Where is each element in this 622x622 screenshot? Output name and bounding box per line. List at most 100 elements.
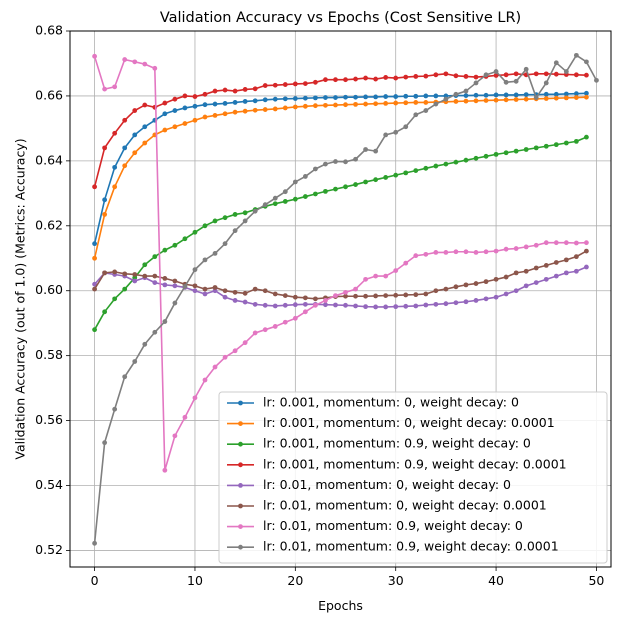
data-point [453, 249, 459, 255]
data-point [112, 84, 118, 90]
data-point [242, 87, 248, 92]
data-point [313, 166, 318, 172]
data-point [393, 129, 399, 135]
data-point [473, 92, 479, 98]
data-point [513, 246, 519, 251]
plot-frame [69, 30, 612, 568]
data-point [393, 94, 399, 99]
data-point [272, 324, 278, 329]
data-point [232, 109, 238, 115]
data-point [142, 61, 148, 67]
data-point [282, 302, 288, 308]
data-point [292, 315, 298, 321]
data-point [242, 340, 248, 346]
data-point [393, 292, 399, 298]
data-point [373, 293, 379, 299]
data-point [363, 293, 368, 299]
data-point [313, 103, 318, 109]
data-point [202, 377, 208, 383]
data-point [443, 250, 449, 255]
data-point [122, 57, 128, 62]
legend-swatch-marker [238, 441, 243, 447]
data-point [172, 433, 178, 439]
data-point [413, 112, 419, 118]
data-point [363, 304, 368, 310]
legend-label: lr: 0.01, momentum: 0, weight decay: 0.0… [263, 498, 547, 513]
data-point [152, 280, 158, 286]
data-point [513, 270, 519, 276]
data-point [323, 188, 328, 194]
data-point [463, 88, 469, 94]
data-point [563, 91, 569, 97]
data-point [584, 94, 589, 100]
data-point [202, 223, 208, 229]
data-point [242, 299, 248, 305]
data-point [393, 172, 399, 178]
legend-item: lr: 0.001, momentum: 0.9, weight decay: … [227, 456, 567, 471]
data-point [92, 540, 97, 546]
data-point [323, 77, 328, 83]
data-point [112, 296, 118, 302]
data-point [202, 102, 208, 108]
data-point [594, 77, 599, 83]
data-point [433, 250, 439, 255]
legend-item: lr: 0.01, momentum: 0.9, weight decay: 0… [227, 539, 559, 554]
data-point [262, 302, 268, 308]
data-point [212, 364, 218, 370]
data-point [162, 282, 168, 288]
data-point [393, 75, 399, 81]
data-point [272, 291, 278, 297]
data-point [142, 273, 148, 279]
data-point [493, 248, 499, 254]
data-point [292, 196, 298, 202]
data-point [403, 260, 409, 266]
data-point [373, 148, 379, 154]
x-tick-label: 10 [187, 573, 203, 588]
data-point [292, 179, 298, 185]
data-point [453, 99, 459, 104]
data-point [212, 218, 218, 224]
data-point [92, 53, 97, 59]
data-point [192, 229, 198, 235]
data-point [192, 267, 198, 273]
data-point [192, 395, 198, 401]
legend: lr: 0.001, momentum: 0, weight decay: 0 l… [218, 391, 608, 564]
data-point [353, 101, 358, 107]
data-point [373, 304, 379, 310]
data-point [353, 293, 358, 299]
data-point [272, 96, 278, 102]
data-point [333, 159, 338, 164]
data-point [373, 94, 379, 100]
data-point [142, 140, 148, 146]
data-point [513, 288, 519, 294]
data-point [513, 71, 519, 77]
data-point [353, 156, 358, 162]
data-point [343, 94, 348, 100]
data-point [102, 197, 108, 203]
data-point [232, 88, 238, 94]
data-point [282, 319, 288, 325]
data-point [172, 242, 178, 248]
data-point [122, 374, 128, 380]
data-point [112, 184, 118, 190]
data-point [383, 273, 389, 279]
data-point [403, 303, 409, 309]
data-point [192, 288, 198, 294]
data-point [262, 288, 268, 294]
data-point [102, 309, 108, 315]
data-point [182, 414, 188, 420]
legend-swatch-marker [238, 503, 243, 509]
legend-label: lr: 0.001, momentum: 0.9, weight decay: … [263, 456, 567, 471]
data-point [383, 175, 389, 180]
data-point [333, 293, 338, 298]
data-point [262, 83, 268, 88]
data-point [132, 278, 138, 284]
data-point [202, 286, 208, 292]
data-point [584, 134, 589, 140]
data-point [242, 210, 248, 216]
data-point [573, 52, 579, 58]
x-axis-label: Epochs [318, 598, 363, 613]
y-tick-label: 0.54 [35, 477, 63, 492]
data-point [343, 102, 348, 108]
x-tick-label: 40 [488, 573, 504, 588]
